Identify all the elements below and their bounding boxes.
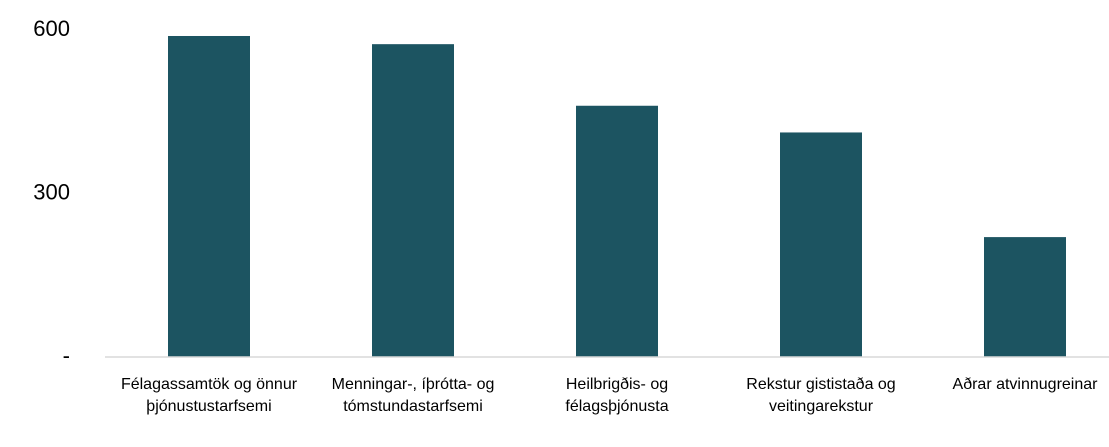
y-tick-label: - (63, 343, 70, 368)
x-tick-label: Rekstur gististaða og veitingarekstur (746, 376, 896, 415)
x-tick-label: Aðrar atvinnugreinar (952, 376, 1098, 393)
bar (576, 105, 658, 357)
x-tick-label: Félagassamtök og önnur þjónustustarfsemi (120, 376, 298, 415)
bar (984, 237, 1066, 357)
x-tick-label: Heilbrigðis- og félagsþjónusta (565, 376, 669, 415)
x-tick-label: Menningar-, íþrótta- og tómstundastarfse… (331, 376, 495, 415)
y-tick-label: 300 (33, 179, 70, 204)
y-tick-label: 600 (33, 16, 70, 41)
bar (780, 132, 862, 357)
bar (372, 44, 454, 358)
bar (168, 35, 250, 358)
